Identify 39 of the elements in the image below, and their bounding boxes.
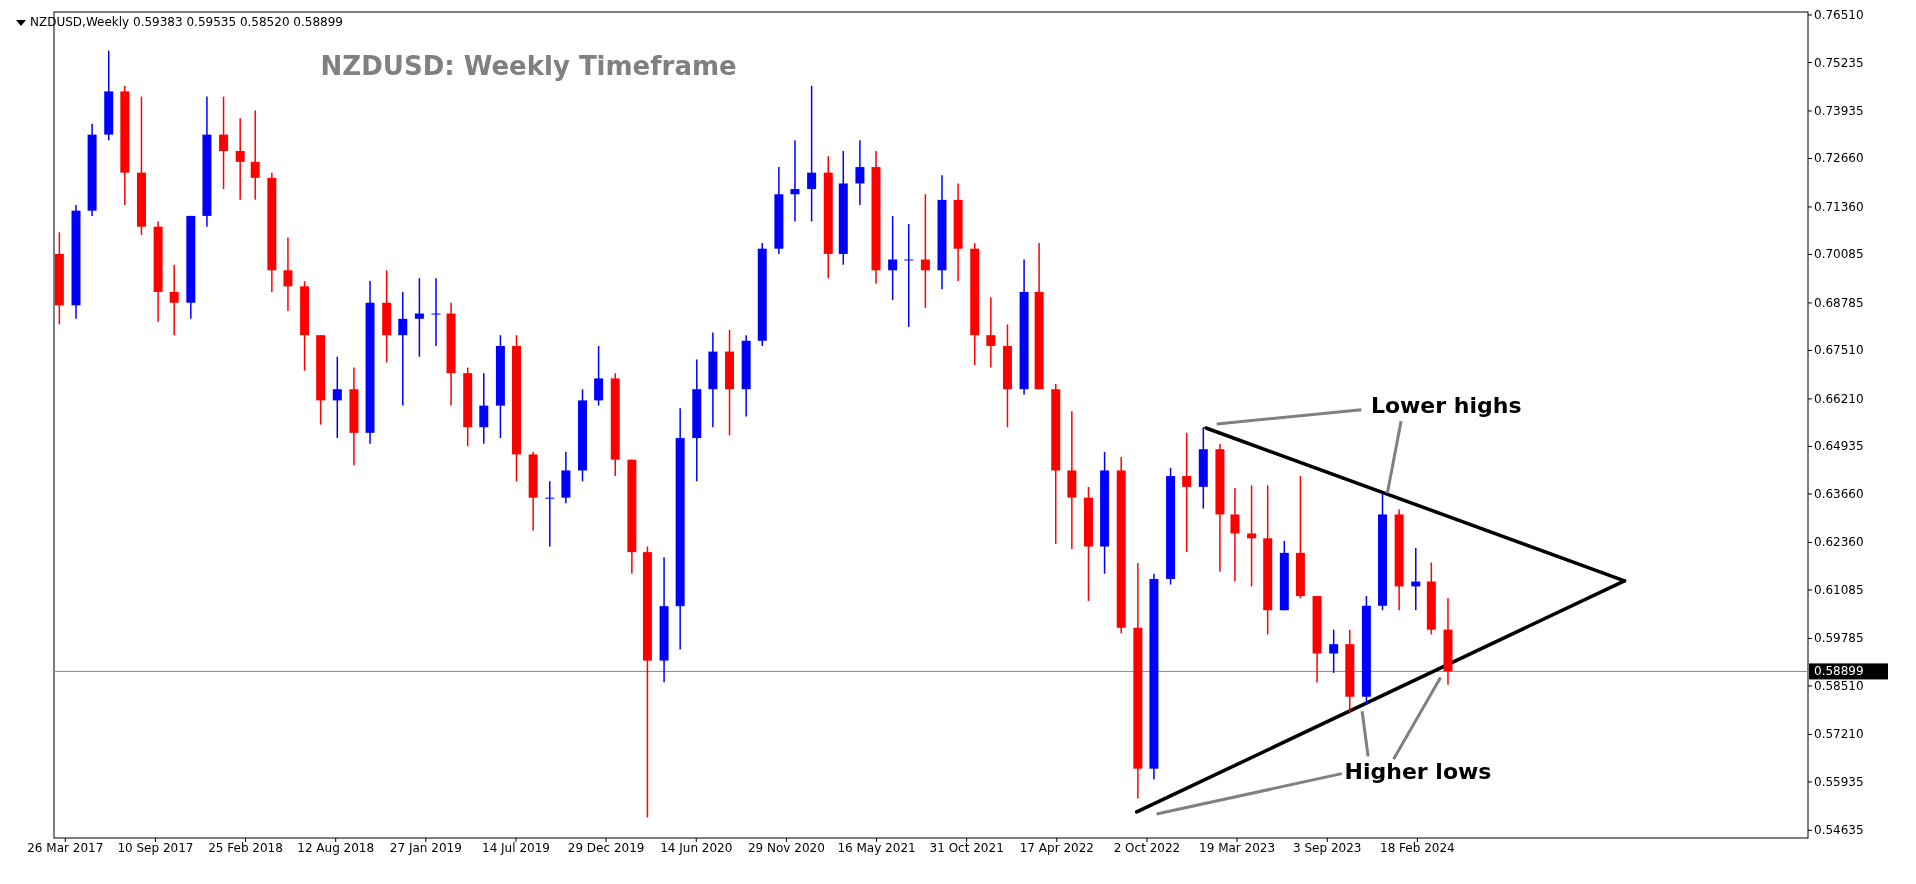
y-tick-label: 0.70085 [1814, 247, 1864, 262]
ref-line-label: 0.58899 [1814, 664, 1864, 679]
y-tick-label: 0.58510 [1814, 678, 1864, 693]
y-tick-label: 0.57210 [1814, 727, 1864, 742]
y-tick-label: 0.62360 [1814, 535, 1864, 550]
x-tick-label: 26 Mar 2017 [27, 841, 104, 855]
x-tick-label: 18 Feb 2024 [1380, 841, 1455, 855]
x-tick-label: 17 Apr 2022 [1019, 841, 1094, 855]
x-tick-label: 3 Sep 2023 [1293, 841, 1362, 855]
x-tick-label: 29 Nov 2020 [747, 841, 825, 855]
x-tick-label: 14 Jun 2020 [660, 841, 733, 855]
x-tick-label: 2 Oct 2022 [1113, 841, 1181, 855]
y-tick-label: 0.64935 [1814, 439, 1864, 454]
annotation: Lower highs [1370, 393, 1522, 419]
y-tick-label: 0.61085 [1814, 582, 1864, 597]
x-tick-label: 14 Jul 2019 [482, 841, 550, 855]
x-tick-label: 16 May 2021 [837, 841, 916, 855]
x-tick-label: 12 Aug 2018 [297, 841, 375, 855]
y-tick-label: 0.59785 [1814, 631, 1864, 646]
y-tick-label: 0.75235 [1814, 55, 1864, 70]
y-tick-label: 0.71360 [1814, 199, 1864, 214]
y-tick-label: 0.73935 [1814, 103, 1864, 118]
y-tick-label: 0.76510 [1814, 7, 1864, 22]
y-tick-label: 0.66210 [1814, 391, 1864, 406]
chart-subtitle: NZDUSD,Weekly 0.59383 0.59535 0.58520 0.58899 [30, 15, 343, 29]
y-tick-label: 0.68785 [1814, 295, 1864, 310]
x-tick-label: 27 Jan 2019 [389, 841, 462, 855]
annotation: Higher lows [1344, 759, 1492, 785]
x-tick-label: 25 Feb 2018 [208, 841, 283, 855]
y-tick-label: 0.67510 [1814, 343, 1864, 358]
x-tick-label: 10 Sep 2017 [117, 841, 194, 855]
x-tick-label: 31 Oct 2021 [929, 841, 1004, 855]
y-tick-label: 0.54635 [1814, 823, 1864, 838]
x-tick-label: 29 Dec 2019 [567, 841, 645, 855]
y-tick-label: 0.72660 [1814, 151, 1864, 166]
y-tick-label: 0.63660 [1814, 486, 1864, 501]
y-tick-label: 0.55935 [1814, 774, 1864, 789]
text: NZDUSD: Weekly Timeframe [320, 50, 737, 81]
x-tick-label: 19 Mar 2023 [1199, 841, 1276, 855]
